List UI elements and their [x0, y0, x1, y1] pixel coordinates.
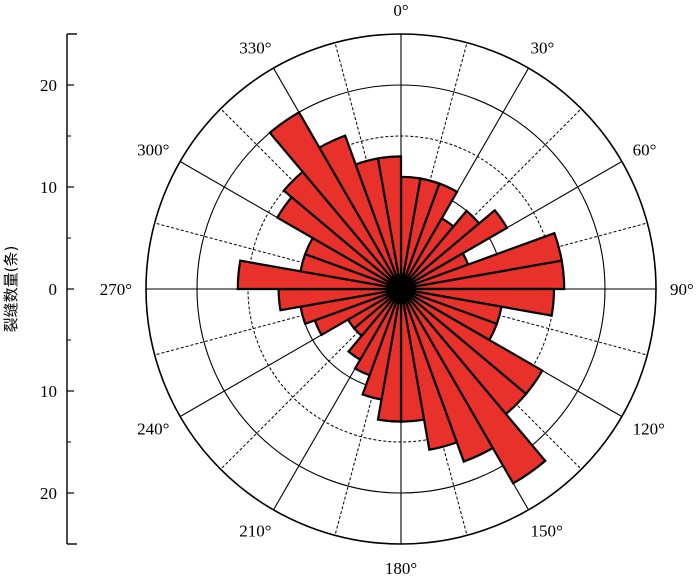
angle-label-30: 30° — [531, 38, 555, 57]
angle-label-300: 300° — [137, 141, 169, 160]
angle-label-180: 180° — [385, 559, 417, 577]
scale-tick-label: 0 — [49, 280, 58, 299]
angle-label-60: 60° — [633, 141, 657, 160]
rose-bar-210 — [347, 288, 402, 362]
angle-label-240: 240° — [137, 420, 169, 439]
angle-label-0: 0° — [393, 1, 408, 20]
angle-label-270: 270° — [100, 280, 132, 299]
rose-bar-80 — [400, 259, 566, 291]
rose-bar-330 — [317, 134, 403, 290]
angle-tick-labels: 0° 30° 60° 90° 120° 150° 180° 210° 240° 270° 300° 3… — [100, 1, 694, 577]
angle-label-210: 210° — [239, 522, 271, 541]
scale-tick-label: 20 — [40, 76, 57, 95]
angle-label-120: 120° — [633, 420, 665, 439]
rose-bar-350 — [376, 155, 403, 290]
scale-tick-label: 10 — [40, 382, 57, 401]
rose-bar-50 — [400, 208, 509, 290]
angle-label-90: 90° — [670, 280, 694, 299]
rose-bar-160 — [399, 288, 459, 451]
center-hub — [386, 274, 416, 304]
scale-tick-label: 20 — [40, 484, 57, 503]
angle-label-150: 150° — [531, 522, 563, 541]
count-scale-axis: 20 10 0 10 20 — [40, 33, 77, 545]
scale-tick-label: 10 — [40, 178, 57, 197]
rose-bars — [236, 110, 566, 485]
rose-bar-140 — [400, 288, 547, 485]
rose-bar-150 — [399, 288, 495, 463]
rose-bar-320 — [268, 110, 402, 290]
angle-label-330: 330° — [239, 38, 271, 57]
y-axis-label: 裂缝数量(条) — [2, 246, 20, 333]
